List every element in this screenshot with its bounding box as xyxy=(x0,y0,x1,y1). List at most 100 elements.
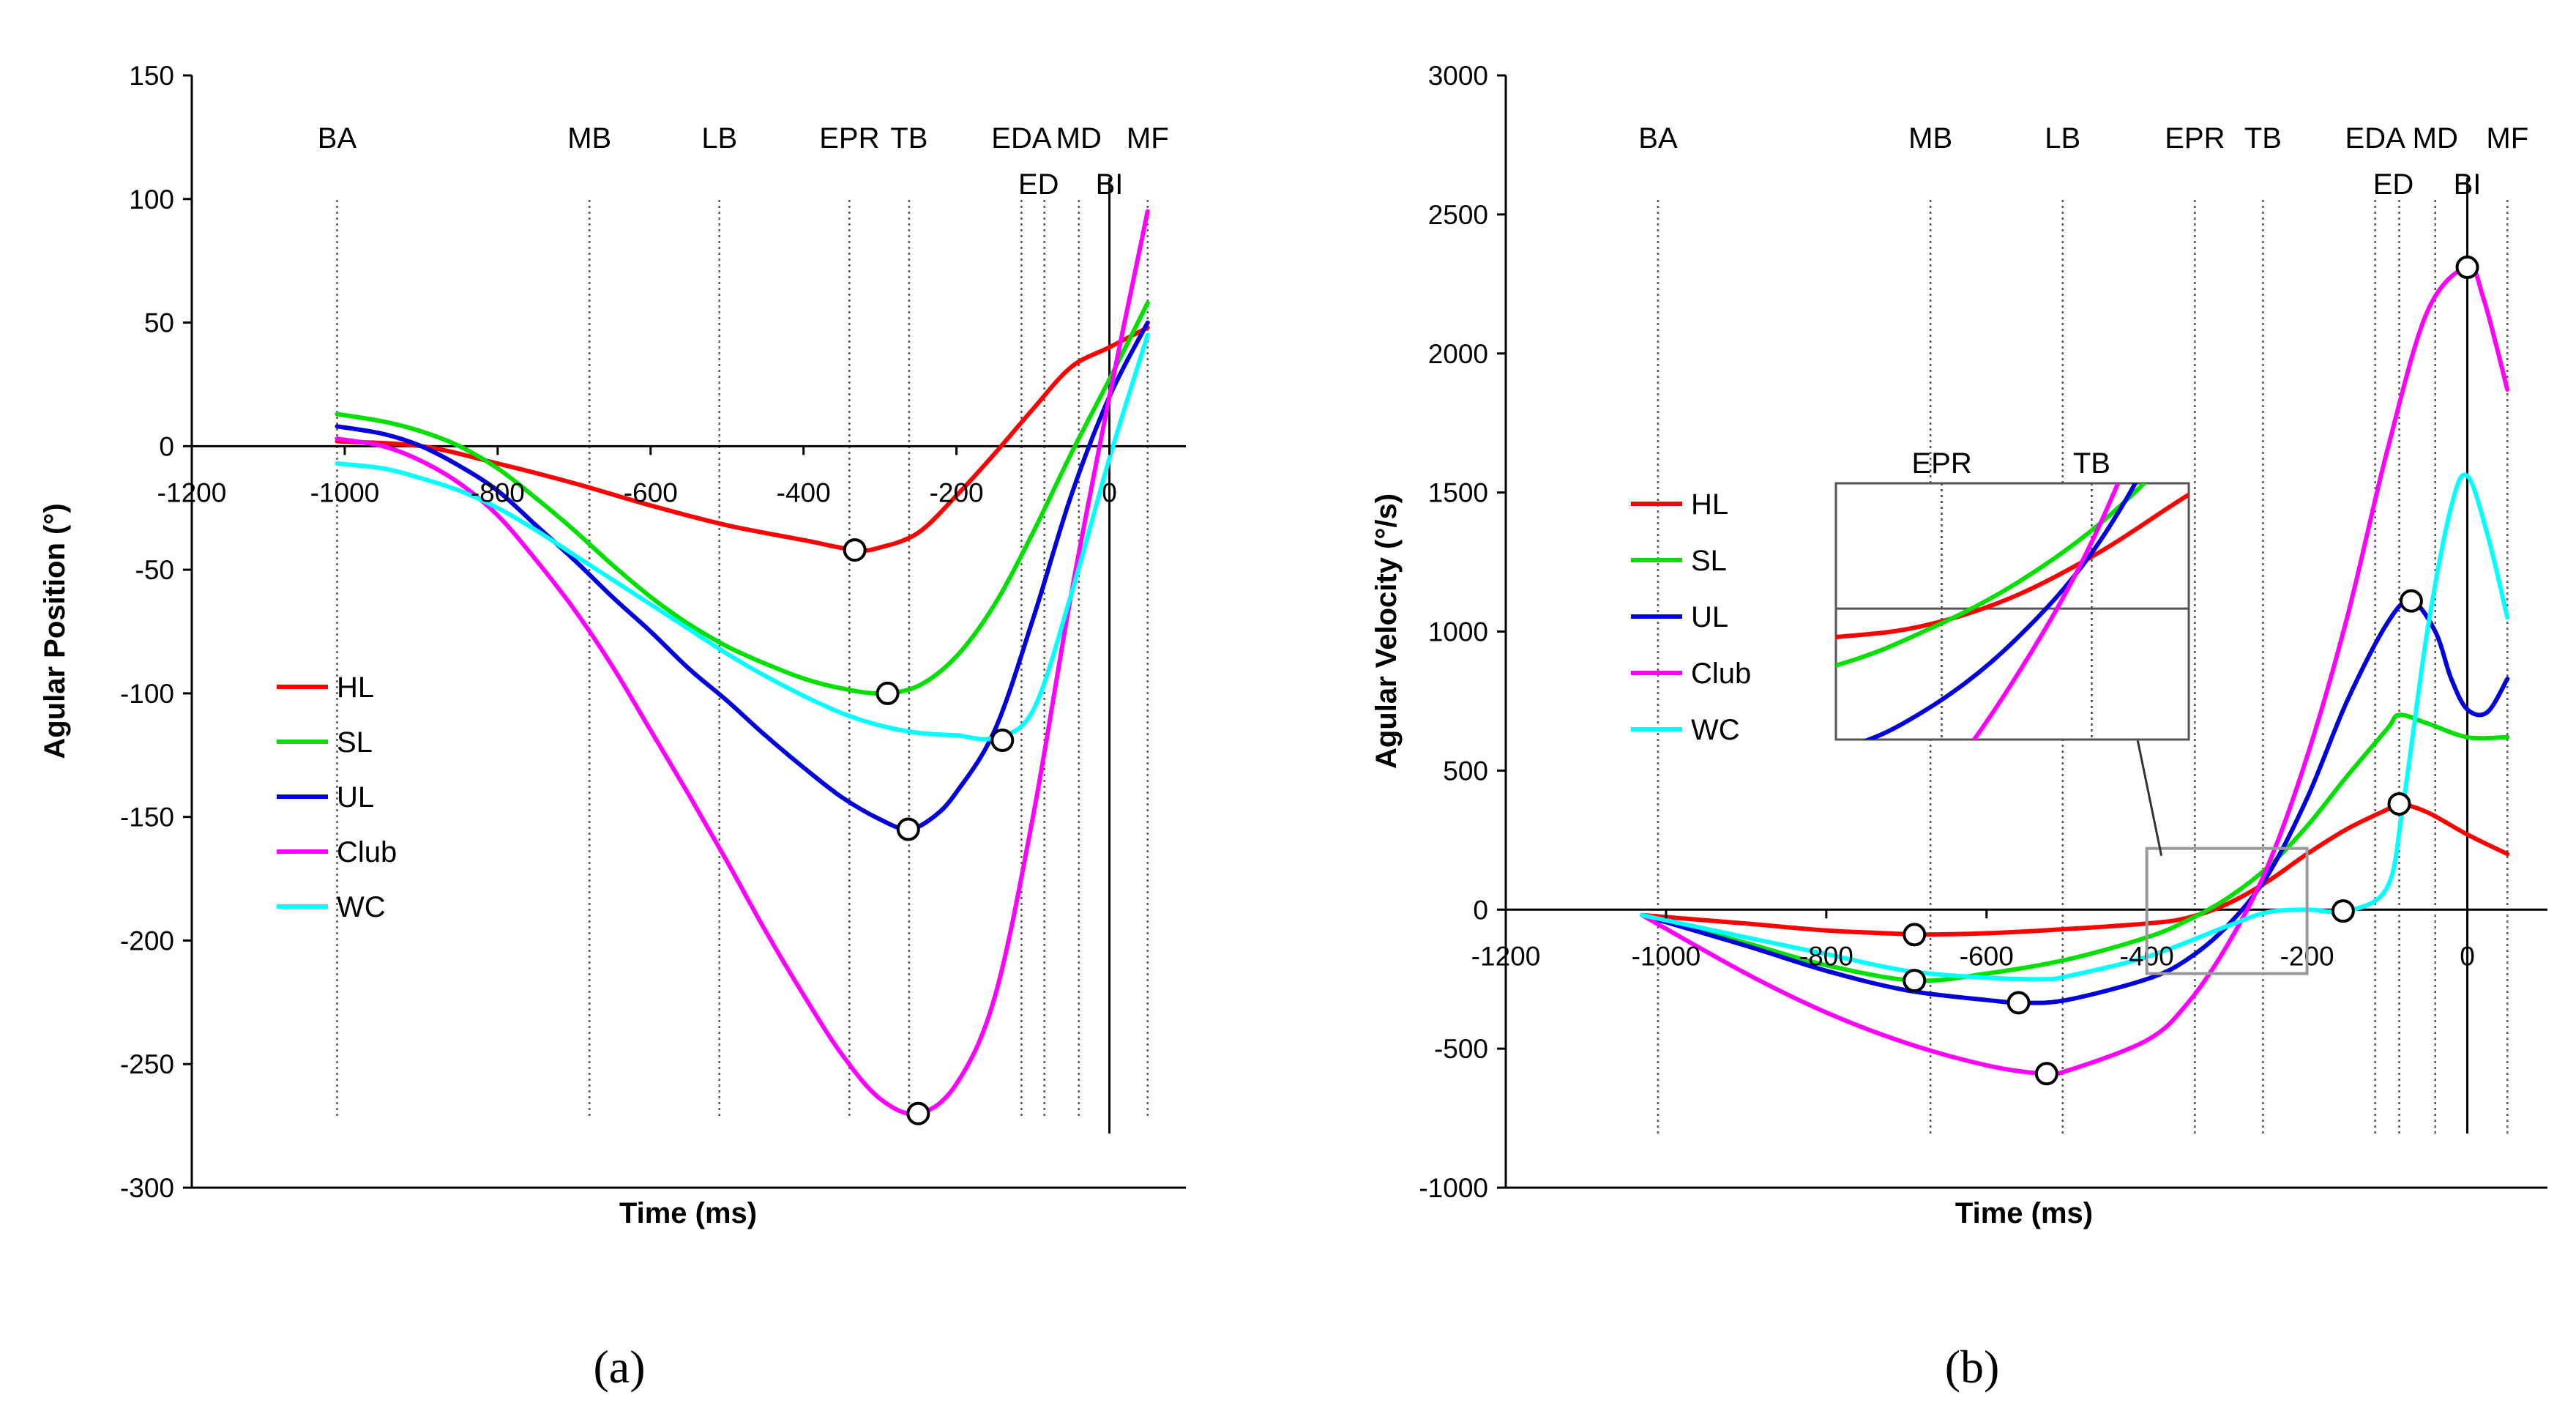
event-label-ed: ED xyxy=(1018,168,1059,201)
x-tick-label: -400 xyxy=(777,477,831,507)
inset-series-club xyxy=(1971,483,2121,740)
panel-a-y-axis-title: Agular Position (°) xyxy=(39,503,71,759)
x-tick-label: 0 xyxy=(2460,941,2475,971)
y-tick-label: 500 xyxy=(1443,756,1488,786)
marker-sl xyxy=(876,681,900,705)
legend-label-ul: UL xyxy=(337,781,374,814)
series-line-ul xyxy=(335,320,1150,832)
legend-label-sl: SL xyxy=(1691,545,1727,577)
x-tick-label: -1000 xyxy=(1632,941,1701,971)
y-tick-label: 50 xyxy=(144,308,174,338)
marker-wc xyxy=(2387,792,2411,816)
x-tick-label: -1200 xyxy=(157,477,227,507)
x-tick-label: -1000 xyxy=(310,477,380,507)
x-tick-label: -800 xyxy=(1799,941,1853,971)
y-tick-label: -150 xyxy=(120,803,174,833)
x-tick-label: -200 xyxy=(930,477,984,507)
event-label-bi: BI xyxy=(2454,168,2482,201)
panel-b-x-axis-title: Time (ms) xyxy=(1955,1197,2093,1229)
legend-label-sl: SL xyxy=(337,726,373,759)
series-line-sl xyxy=(1640,712,2510,983)
inset-series-sl xyxy=(1836,483,2148,669)
legend-label-wc: WC xyxy=(1691,714,1740,746)
event-label-md: MD xyxy=(1056,122,1102,155)
event-label-mb: MB xyxy=(567,122,611,155)
y-tick-label: 150 xyxy=(129,61,174,91)
event-label-mf: MF xyxy=(1127,122,1169,155)
series-line-club xyxy=(1640,264,2510,1077)
event-label-md: MD xyxy=(2413,122,2458,155)
marker-club xyxy=(2034,1062,2058,1086)
event-label-bi: BI xyxy=(1096,168,1124,201)
event-label-ba: BA xyxy=(318,122,357,155)
legend-label-wc: WC xyxy=(337,891,386,923)
y-tick-label: -500 xyxy=(1434,1034,1488,1064)
event-label-mb: MB xyxy=(1908,122,1952,155)
y-tick-label: 2500 xyxy=(1428,200,1488,230)
y-tick-label: -50 xyxy=(135,555,174,585)
zoom-region-box xyxy=(2145,846,2309,975)
y-tick-label: 0 xyxy=(1473,895,1488,925)
series-line-sl xyxy=(335,300,1150,696)
legend-label-hl: HL xyxy=(1691,488,1728,521)
marker-ul xyxy=(2399,589,2423,613)
x-tick-label: 0 xyxy=(1102,477,1117,507)
panel-b-chart: 3000 2500 2000 1500 1000 500 0 -500 -1000 -1200 -1… xyxy=(1370,61,2547,1393)
event-label-epr: EPR xyxy=(819,122,879,155)
panel-a-x-axis-title: Time (ms) xyxy=(619,1197,757,1229)
panel-b-caption: (b) xyxy=(1945,1341,2000,1393)
marker-hl xyxy=(843,538,867,562)
inset-frame xyxy=(1834,482,2190,741)
x-tick-label: -1200 xyxy=(1471,941,1541,971)
x-tick-label: -800 xyxy=(471,477,525,507)
y-tick-label: -1000 xyxy=(1419,1173,1488,1203)
marker-wc xyxy=(990,729,1015,753)
inset-label-tb: TB xyxy=(2073,447,2110,480)
panel-b-inset: EPR TB xyxy=(1834,447,2309,975)
marker-wc xyxy=(2331,899,2355,923)
event-label-lb: LB xyxy=(701,122,737,155)
event-label-eda: EDA xyxy=(2345,122,2406,155)
y-tick-label: -250 xyxy=(120,1049,174,1079)
legend-label-club: Club xyxy=(337,836,397,868)
inset-series-hl xyxy=(1836,492,2189,640)
event-label-epr: EPR xyxy=(2165,122,2225,155)
legend-label-club: Club xyxy=(1691,658,1751,690)
y-tick-label: 2000 xyxy=(1428,339,1488,369)
marker-club xyxy=(906,1101,930,1125)
inset-series-ul xyxy=(1863,483,2138,740)
marker-sl xyxy=(1903,969,1927,993)
series-line-club xyxy=(335,209,1150,1117)
y-tick-label: 1500 xyxy=(1428,478,1488,508)
inset-label-epr: EPR xyxy=(1911,447,1971,480)
event-label-ed: ED xyxy=(2373,168,2414,201)
marker-ul xyxy=(2006,991,2031,1015)
marker-hl xyxy=(1903,923,1927,947)
event-label-lb: LB xyxy=(2045,122,2080,155)
panel-a-caption: (a) xyxy=(593,1341,645,1393)
event-label-tb: TB xyxy=(2244,122,2282,155)
event-label-eda: EDA xyxy=(991,122,1052,155)
inset-connector xyxy=(2136,739,2163,857)
series-line-wc xyxy=(335,332,1150,742)
event-label-mf: MF xyxy=(2486,122,2528,155)
legend-label-hl: HL xyxy=(337,671,374,704)
y-tick-label: 100 xyxy=(129,185,174,215)
y-tick-label: -100 xyxy=(120,679,174,709)
y-tick-label: -200 xyxy=(120,926,174,956)
y-tick-label: 1000 xyxy=(1428,617,1488,647)
y-tick-label: -300 xyxy=(120,1173,174,1203)
y-tick-label: 0 xyxy=(159,431,174,461)
legend-label-ul: UL xyxy=(1691,601,1728,633)
x-tick-label: -600 xyxy=(1960,941,2014,971)
event-label-ba: BA xyxy=(1638,122,1678,155)
x-tick-label: -600 xyxy=(624,477,678,507)
event-label-tb: TB xyxy=(890,122,927,155)
series-line-wc xyxy=(1640,472,2510,982)
marker-ul xyxy=(896,817,920,841)
y-tick-label: 3000 xyxy=(1428,61,1488,91)
marker-club xyxy=(2455,256,2479,280)
panel-a-chart: 150 100 50 0 -50 -100 -150 -200 -250 -300 -1200 -10… xyxy=(39,61,1186,1393)
panel-b-y-axis-title: Agular Velocity (°/s) xyxy=(1370,494,1403,769)
